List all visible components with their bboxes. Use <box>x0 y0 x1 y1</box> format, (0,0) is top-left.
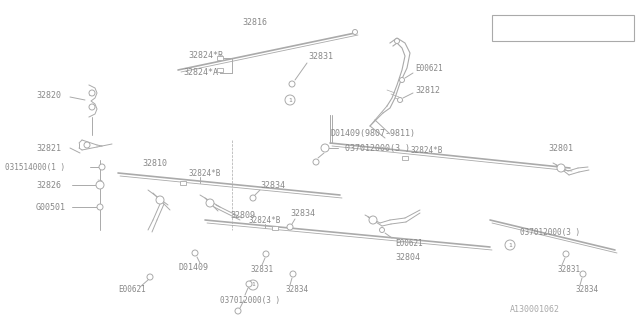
Circle shape <box>206 199 214 207</box>
Text: G00701: G00701 <box>512 29 540 38</box>
Text: E00621: E00621 <box>118 285 146 294</box>
Circle shape <box>495 23 505 33</box>
Text: 32831: 32831 <box>308 52 333 60</box>
Circle shape <box>246 281 252 287</box>
Circle shape <box>89 104 95 110</box>
Bar <box>402 156 408 160</box>
Circle shape <box>394 38 399 44</box>
Bar <box>492 15 634 41</box>
Text: 32831: 32831 <box>557 266 580 275</box>
Text: A130001062: A130001062 <box>510 306 560 315</box>
Text: G00702: G00702 <box>512 18 540 27</box>
Text: 1: 1 <box>498 26 502 30</box>
Circle shape <box>505 240 515 250</box>
Circle shape <box>353 29 358 35</box>
Circle shape <box>99 164 105 170</box>
Text: 32834: 32834 <box>575 285 598 294</box>
Text: 32804: 32804 <box>395 252 420 261</box>
Text: 037012000(3 ): 037012000(3 ) <box>220 295 280 305</box>
Circle shape <box>399 77 404 83</box>
Text: 037012000(3 ): 037012000(3 ) <box>520 228 580 236</box>
Circle shape <box>235 308 241 314</box>
Text: 037012000(3 ): 037012000(3 ) <box>345 143 410 153</box>
Circle shape <box>263 251 269 257</box>
Circle shape <box>369 216 377 224</box>
Text: (9705-9806): (9705-9806) <box>557 18 608 27</box>
Circle shape <box>321 144 329 152</box>
Text: 32826: 32826 <box>36 180 61 189</box>
Text: 32820: 32820 <box>36 91 61 100</box>
Text: 32834: 32834 <box>285 285 308 294</box>
Circle shape <box>285 95 295 105</box>
Circle shape <box>147 274 153 280</box>
Text: 32810: 32810 <box>142 158 167 167</box>
Circle shape <box>563 251 569 257</box>
Text: 32809: 32809 <box>230 211 255 220</box>
Text: 32824*B: 32824*B <box>410 146 442 155</box>
Circle shape <box>290 271 296 277</box>
Circle shape <box>397 98 403 102</box>
Bar <box>217 68 223 72</box>
Circle shape <box>84 142 90 148</box>
Text: D01409: D01409 <box>178 263 208 273</box>
Circle shape <box>557 164 565 172</box>
Text: 32812: 32812 <box>415 85 440 94</box>
Circle shape <box>97 204 103 210</box>
Text: 1: 1 <box>508 243 512 247</box>
Text: 32824*A: 32824*A <box>183 68 218 76</box>
Bar <box>217 56 223 60</box>
Text: (9807-    ): (9807- ) <box>557 29 608 38</box>
Text: 031514000(1 ): 031514000(1 ) <box>5 163 65 172</box>
Circle shape <box>96 181 104 189</box>
Circle shape <box>248 280 258 290</box>
Text: 32834: 32834 <box>260 180 285 189</box>
Circle shape <box>156 196 164 204</box>
Circle shape <box>89 90 95 96</box>
Text: G00501: G00501 <box>36 203 66 212</box>
Circle shape <box>580 271 586 277</box>
Text: 32821: 32821 <box>36 143 61 153</box>
Text: 1: 1 <box>251 283 255 287</box>
Text: E00621: E00621 <box>415 63 443 73</box>
Text: 32824*B: 32824*B <box>188 51 223 60</box>
Text: 32834: 32834 <box>290 209 315 218</box>
Text: 32824*B: 32824*B <box>248 215 280 225</box>
Circle shape <box>380 228 385 233</box>
Circle shape <box>250 195 256 201</box>
Circle shape <box>192 250 198 256</box>
Text: 32824*B: 32824*B <box>188 169 220 178</box>
Bar <box>272 226 278 230</box>
Text: 1: 1 <box>288 98 292 102</box>
Text: D01409(9807-9811): D01409(9807-9811) <box>330 129 415 138</box>
Circle shape <box>313 159 319 165</box>
Circle shape <box>289 81 295 87</box>
Text: 32831: 32831 <box>250 266 273 275</box>
Circle shape <box>287 224 293 230</box>
Text: 32816: 32816 <box>242 18 267 27</box>
Text: 32801: 32801 <box>548 143 573 153</box>
Text: E00621: E00621 <box>395 238 423 247</box>
Bar <box>180 181 186 185</box>
